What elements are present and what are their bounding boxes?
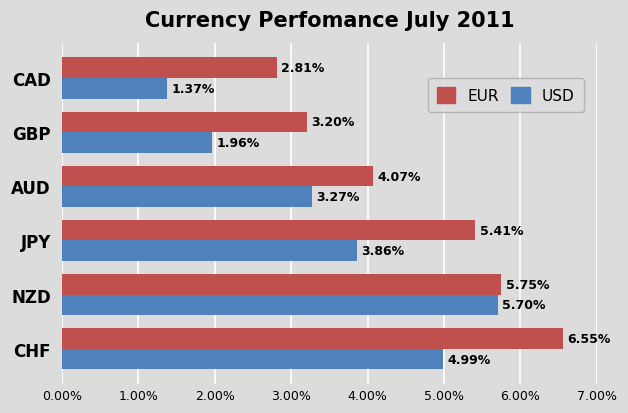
Text: 3.20%: 3.20% xyxy=(311,116,354,129)
Bar xyxy=(62,133,212,153)
Text: 5.70%: 5.70% xyxy=(502,299,546,312)
Text: 1.96%: 1.96% xyxy=(216,137,259,150)
Bar xyxy=(62,328,563,349)
Bar xyxy=(62,187,312,207)
Bar xyxy=(62,79,166,100)
Bar xyxy=(62,295,497,316)
Legend: EUR, USD: EUR, USD xyxy=(428,78,584,113)
Text: 4.99%: 4.99% xyxy=(448,353,491,366)
Text: 1.37%: 1.37% xyxy=(171,83,215,95)
Bar xyxy=(62,274,501,295)
Bar xyxy=(62,349,443,370)
Bar xyxy=(62,112,306,133)
Title: Currency Perfomance July 2011: Currency Perfomance July 2011 xyxy=(144,11,514,31)
Text: 2.81%: 2.81% xyxy=(281,62,325,75)
Text: 3.86%: 3.86% xyxy=(362,244,404,258)
Text: 4.07%: 4.07% xyxy=(377,170,421,183)
Bar xyxy=(62,241,357,261)
Text: 5.41%: 5.41% xyxy=(480,224,524,237)
Bar xyxy=(62,58,277,79)
Bar xyxy=(62,221,475,241)
Bar xyxy=(62,166,373,187)
Text: 3.27%: 3.27% xyxy=(317,191,360,204)
Text: 5.75%: 5.75% xyxy=(506,278,550,291)
Text: 6.55%: 6.55% xyxy=(567,332,610,345)
